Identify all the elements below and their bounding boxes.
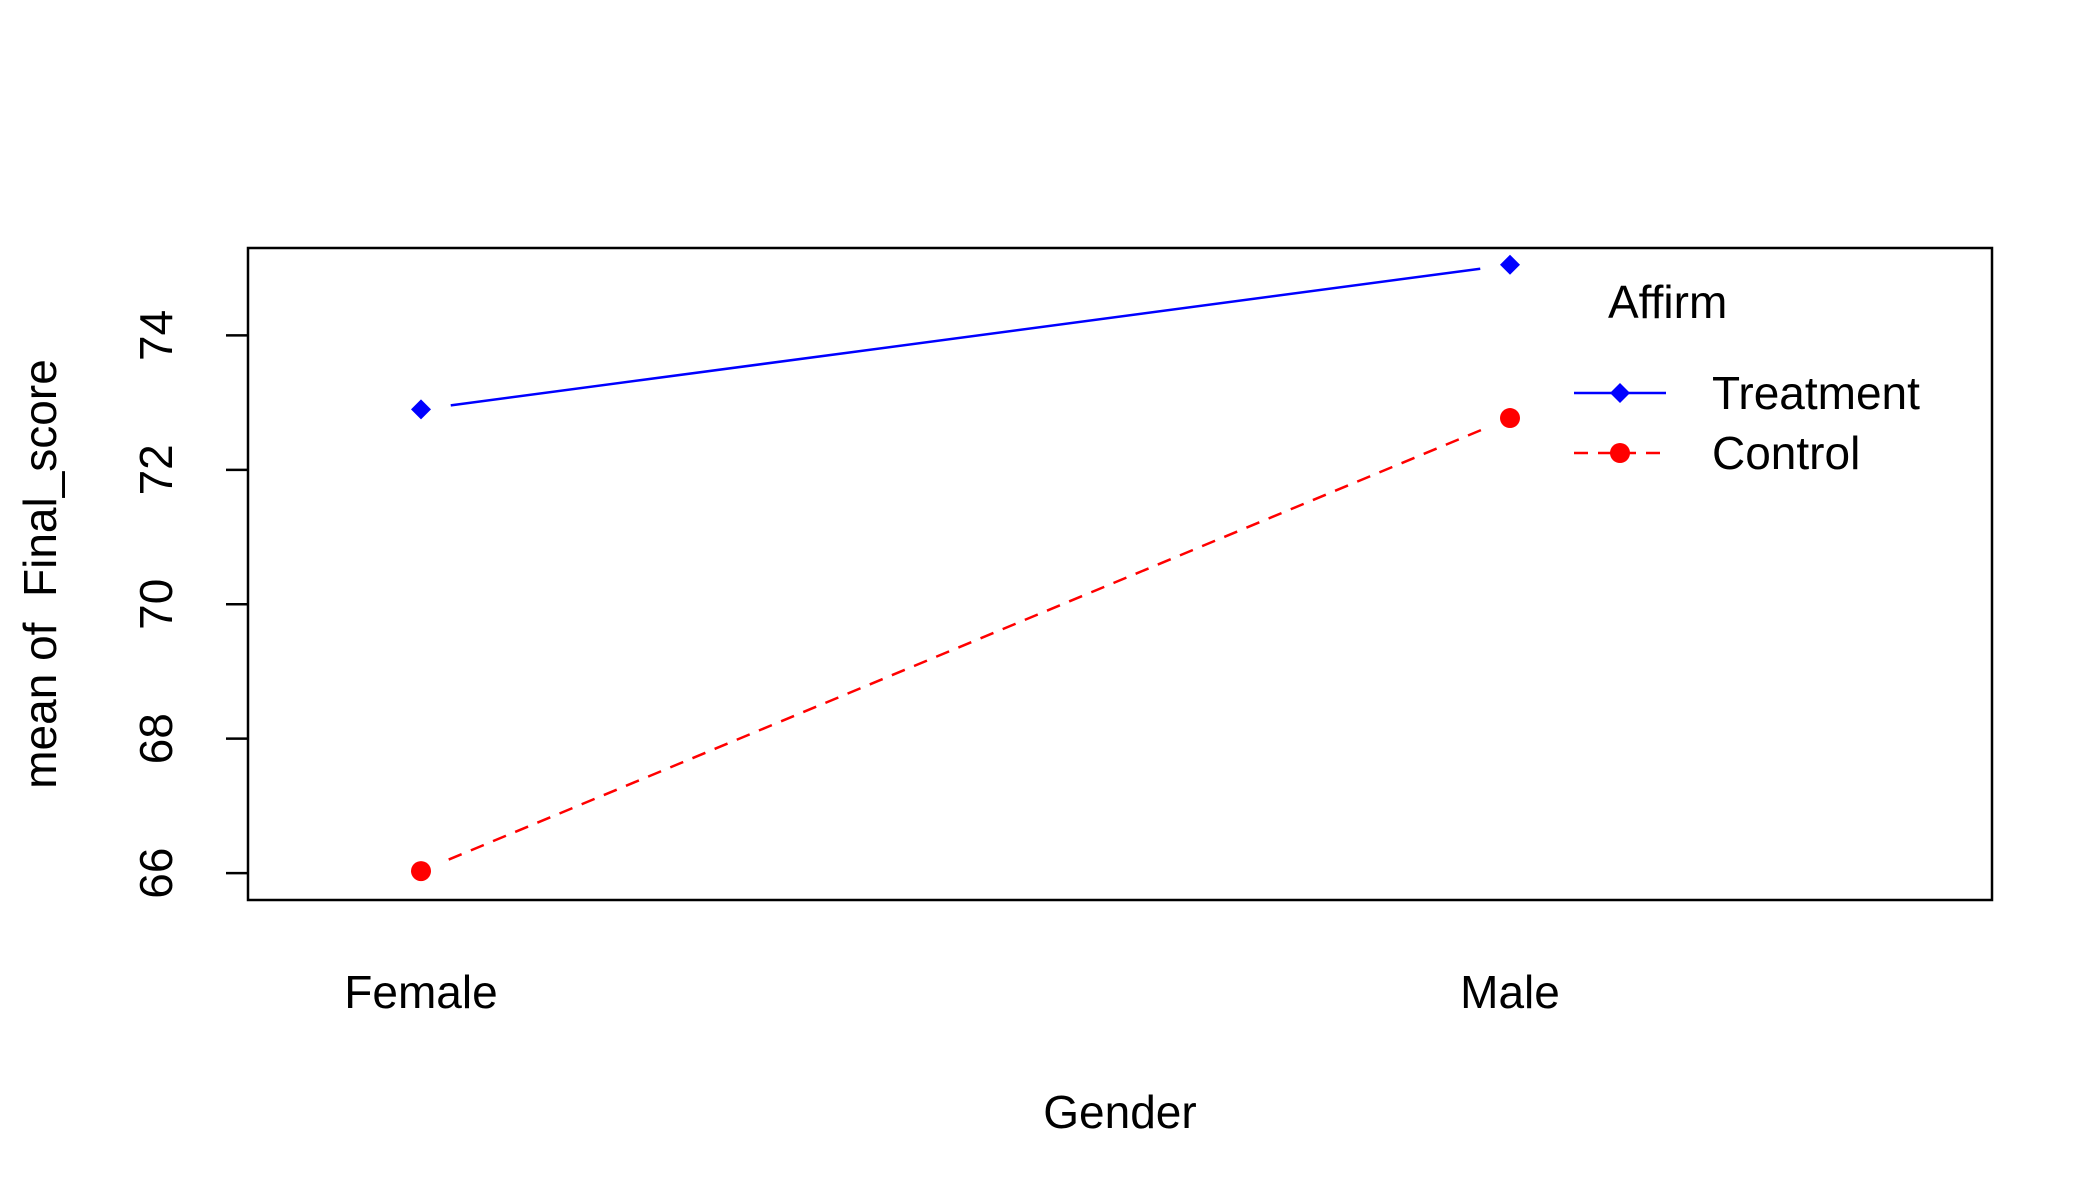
legend-label: Treatment	[1712, 367, 1920, 419]
data-point-treatment	[1500, 254, 1520, 275]
legend-title: Affirm	[1608, 276, 1727, 328]
x-axis: Female Male	[344, 966, 1560, 1018]
x-tick-label: Male	[1460, 966, 1560, 1018]
legend-marker	[1610, 383, 1630, 403]
legend-label: Control	[1712, 427, 1860, 479]
legend: Affirm Treatment Control	[1574, 276, 1920, 479]
series-line-treatment	[450, 267, 1481, 407]
y-axis: 66 68 70 72 74	[130, 310, 248, 899]
series-control	[411, 408, 1520, 882]
y-tick-label: 68	[130, 713, 182, 764]
x-tick-label: Female	[344, 966, 497, 1018]
data-point-control	[1500, 408, 1520, 429]
series-layer	[411, 254, 1520, 882]
y-tick-label: 66	[130, 848, 182, 899]
series-treatment	[411, 254, 1520, 420]
y-tick-label: 74	[130, 310, 182, 361]
series-line-control	[448, 428, 1483, 861]
y-tick-label: 70	[130, 579, 182, 630]
y-axis-label: mean of Final_score	[14, 359, 66, 789]
plot-frame	[246, 246, 1994, 902]
data-point-treatment	[411, 399, 431, 420]
data-point-control	[411, 861, 431, 882]
legend-marker	[1610, 443, 1630, 463]
x-axis-label: Gender	[1043, 1086, 1196, 1138]
y-tick-label: 72	[130, 444, 182, 495]
